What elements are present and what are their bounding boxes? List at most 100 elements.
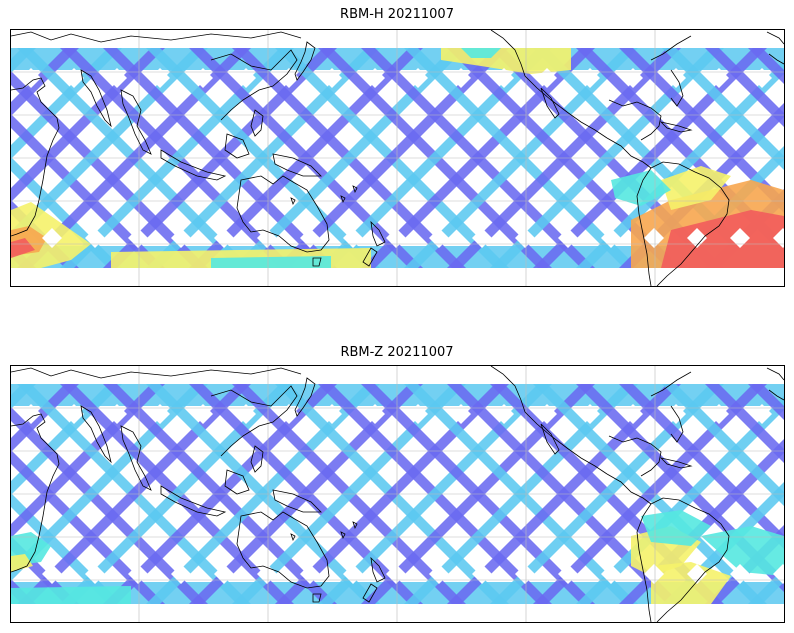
swath-descending [662,384,784,506]
coastline-path [210,385,298,457]
data-gap [494,68,514,88]
data-gap [279,404,299,424]
data-gap [408,404,428,424]
data-gap [451,68,471,88]
data-gap [386,228,406,248]
data-gap [537,404,557,424]
coastline-path [11,413,60,573]
data-gap [687,564,707,584]
coastline-path [290,197,296,206]
data-gap [150,404,170,424]
swath-descending [705,384,784,463]
coastline-path [540,87,560,119]
coastline-path [290,533,296,542]
data-gap [644,564,664,584]
swath-lattice [11,48,784,268]
data-gap [128,564,148,584]
data-gap [429,228,449,248]
coastline-path [650,497,730,622]
coastline-path [670,405,684,443]
data-gap [730,228,750,248]
coastline-path [312,257,322,267]
data-gap [193,404,213,424]
coastline-path [160,485,227,517]
coastline-path [80,405,112,464]
hotspot-south-africa-peak [11,238,35,258]
coastline-path [224,133,250,159]
data-gap [343,228,363,248]
coastline-path [352,521,358,530]
graticule [11,30,784,286]
coastline-path [340,195,346,204]
data-gap [279,68,299,88]
data-gap [601,228,621,248]
coastline-path [670,69,684,107]
data-gap [236,68,256,88]
coastline-path [659,121,693,133]
data-gap [386,564,406,584]
data-gap [42,564,62,584]
swath-descending [748,384,784,420]
data-gap [150,68,170,88]
coastline-path [80,69,112,128]
data-gap [85,564,105,584]
data-gap [322,404,342,424]
data-gap [773,564,784,584]
coastline-path [250,109,264,137]
coastline-path [768,53,784,65]
data-gap [42,228,62,248]
data-gap [601,564,621,584]
swath-descending [748,48,784,84]
data-gap [558,228,578,248]
hotspot-south-atlantic-core [661,210,784,268]
data-gap [64,68,84,88]
coastline-path [659,457,693,469]
data-gap [322,68,342,88]
coastline-path [362,583,378,603]
data-gap [752,68,772,88]
data-gap [107,68,127,88]
panel-title-rbm-z: RBM-Z 20211007 [340,345,454,360]
data-gap [64,404,84,424]
data-gap [236,404,256,424]
coastline-path [766,31,784,45]
hotspot-south-africa-core [11,554,33,572]
data-gap [709,68,729,88]
hotspot-southern-strip-cool [211,256,331,268]
coastline-path [650,161,730,286]
coastline-path [650,371,692,397]
data-gap [300,228,320,248]
coastline-path [312,593,322,603]
data-gap [687,228,707,248]
swath-ascending [11,384,165,538]
data-gap [515,228,535,248]
coastline-path [606,137,652,169]
hotspot-south-atlantic [651,562,731,604]
coastline-path [272,489,322,513]
data-gap [580,68,600,88]
data-gap [85,228,105,248]
swath-ascending [748,568,784,604]
data-gap [709,404,729,424]
data-gap [429,564,449,584]
swath-descending [619,48,784,213]
coastline-path [636,167,652,286]
coastline-path [236,175,330,253]
coastline-path [294,41,316,81]
data-gap [300,564,320,584]
coastline-path [294,377,316,417]
data-gap [214,228,234,248]
data-gap [623,68,643,88]
data-gap [171,228,191,248]
data-gap [644,228,664,248]
coastline-path [210,49,298,121]
data-gap [451,404,471,424]
coastline-path [352,185,358,194]
data-gap [21,68,41,88]
hotspot-north-pacific-cool [461,48,501,58]
data-gap [171,564,191,584]
coastlines [11,30,784,286]
map-panel-rbm-z [10,365,785,623]
data-gap [494,404,514,424]
data-gap [107,404,127,424]
